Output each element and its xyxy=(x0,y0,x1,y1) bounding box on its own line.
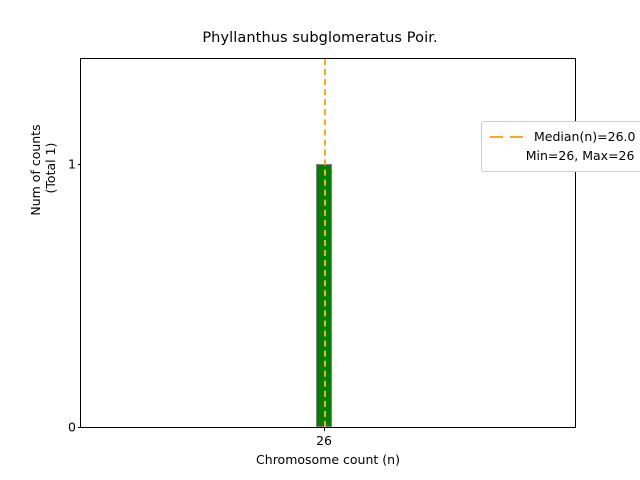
ytick-mark-0 xyxy=(77,427,81,428)
x-axis-label: Chromosome count (n) xyxy=(256,452,400,467)
plot-area: 0 1 26 Median(n)=26.0 Min=26, Max=26 xyxy=(68,58,640,448)
dashed-line-icon xyxy=(489,131,526,143)
median-line xyxy=(324,59,327,427)
xtick-mark-26 xyxy=(324,427,326,431)
ytick-label-1: 1 xyxy=(68,156,76,172)
y-axis-label: Num of counts (Total 1) xyxy=(28,124,58,216)
legend-label-median: Median(n)=26.0 xyxy=(534,129,636,144)
page-title: Phyllanthus subglomeratus Poir. xyxy=(202,30,438,46)
ytick-mark-1 xyxy=(77,164,81,166)
legend-label-minmax: Min=26, Max=26 xyxy=(525,148,635,163)
ytick-label-0: 0 xyxy=(68,419,76,435)
legend: Median(n)=26.0 Min=26, Max=26 xyxy=(481,121,640,172)
legend-entry-minmax: Min=26, Max=26 xyxy=(489,146,635,165)
xtick-label-26: 26 xyxy=(316,433,332,448)
legend-entry-median: Median(n)=26.0 xyxy=(489,127,635,146)
